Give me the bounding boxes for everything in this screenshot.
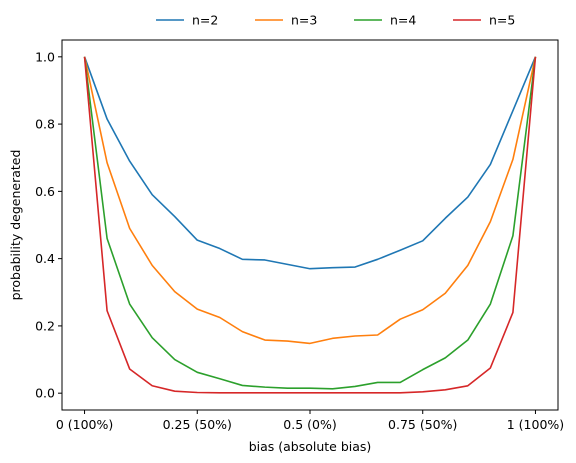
x-axis: 0 (100%) 0.25 (50%) 0.5 (0%) 0.75 (50%) 1 (1…	[56, 410, 564, 432]
series-line-n-5	[83, 56, 537, 394]
legend-label: n=3	[291, 13, 317, 28]
y-tick-label: 0.8	[35, 117, 55, 132]
y-tick-label: 0.0	[35, 386, 55, 401]
legend: n=2 n=3 n=4 n=5	[156, 13, 515, 28]
x-tick-label: 0 (100%)	[56, 417, 113, 432]
y-axis: 0.0 0.2 0.4 0.6 0.8 1.0	[35, 49, 62, 401]
y-tick-label: 0.6	[35, 184, 55, 199]
x-tick-label: 0.5 (0%)	[283, 417, 336, 432]
x-tick-label: 1 (100%)	[507, 417, 564, 432]
series-line-n-4	[83, 56, 537, 390]
series-line-n-2	[83, 56, 537, 270]
y-axis-label: probability degenerated	[8, 150, 23, 301]
legend-label: n=4	[390, 13, 416, 28]
y-tick-label: 0.4	[35, 251, 55, 266]
y-tick-label: 0.2	[35, 318, 55, 333]
plot-lines	[83, 56, 537, 394]
legend-label: n=2	[192, 13, 218, 28]
legend-label: n=5	[489, 13, 515, 28]
y-tick-label: 1.0	[35, 49, 55, 64]
x-axis-label: bias (absolute bias)	[249, 439, 372, 454]
series-line-n-3	[83, 56, 537, 345]
x-tick-label: 0.25 (50%)	[163, 417, 232, 432]
x-tick-label: 0.75 (50%)	[388, 417, 457, 432]
